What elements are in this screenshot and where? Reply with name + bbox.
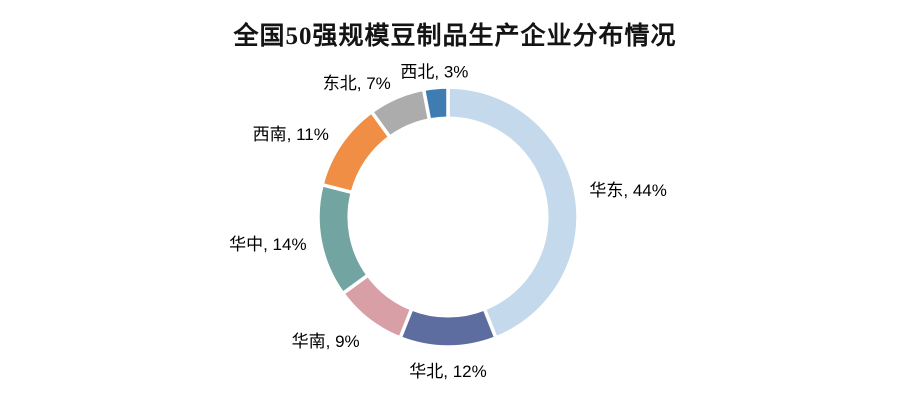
slice-huazhong <box>316 182 370 296</box>
chart-title: 全国50强规模豆制品生产企业分布情况 <box>233 23 677 50</box>
label-xibei: 西北, 3% <box>400 63 468 82</box>
slice-huabei <box>398 307 498 349</box>
label-dongbei: 东北, 7% <box>323 74 391 93</box>
label-xinan: 西南, 11% <box>253 125 329 144</box>
label-huadong: 华东, 44% <box>589 181 666 200</box>
slice-xibei <box>421 85 450 122</box>
slice-huadong <box>446 85 580 340</box>
label-huanan: 华南, 9% <box>292 332 360 351</box>
label-huabei: 华北, 12% <box>409 362 486 381</box>
label-huazhong: 华中, 14% <box>229 235 306 254</box>
